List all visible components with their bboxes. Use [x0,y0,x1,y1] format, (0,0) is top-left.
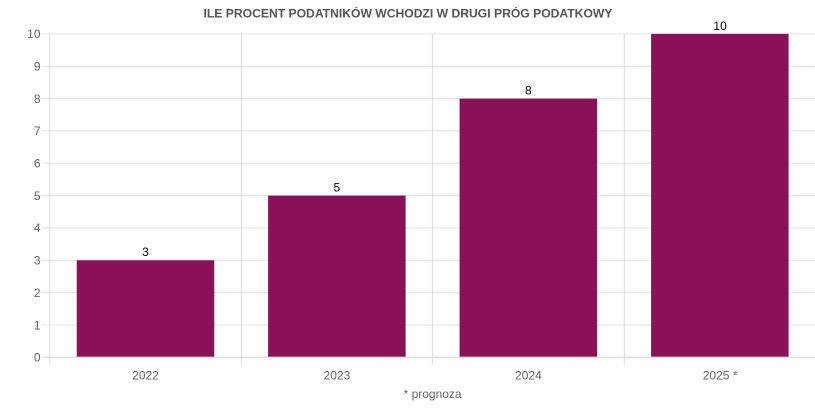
svg-text:9: 9 [34,60,41,74]
svg-text:5: 5 [34,189,41,203]
svg-text:2025 *: 2025 * [703,368,738,382]
svg-text:2: 2 [34,286,41,300]
svg-text:3: 3 [34,254,41,268]
svg-text:8: 8 [525,84,532,98]
svg-text:0: 0 [34,351,41,365]
svg-text:7: 7 [34,124,41,138]
svg-text:2023: 2023 [324,368,351,382]
svg-text:10: 10 [27,27,41,41]
svg-text:10: 10 [713,19,727,33]
svg-text:4: 4 [34,221,41,235]
svg-text:8: 8 [34,92,41,106]
svg-text:6: 6 [34,157,41,171]
svg-text:* prognoza: * prognoza [404,387,462,401]
svg-text:1: 1 [34,318,41,332]
svg-text:5: 5 [334,181,341,195]
svg-text:3: 3 [142,245,149,259]
svg-text:2024: 2024 [515,368,542,382]
svg-text:ILE PROCENT PODATNIKÓW WCHODZI: ILE PROCENT PODATNIKÓW WCHODZI W DRUGI P… [204,6,613,21]
svg-text:2022: 2022 [132,368,159,382]
